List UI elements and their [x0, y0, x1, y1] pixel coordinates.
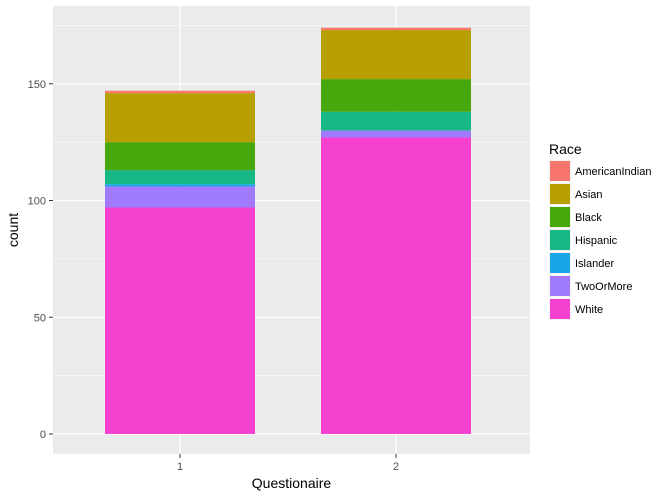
- y-axis: 0 50 100 150: [28, 79, 53, 441]
- legend-label-black: Black: [575, 212, 602, 224]
- bar-segment-americanindian-1: [105, 90, 255, 94]
- legend-label-asian: Asian: [575, 189, 603, 201]
- legend-swatch-black: [550, 207, 570, 227]
- bar-segment-black-2: [321, 79, 471, 112]
- y-tick-label: 150: [28, 79, 46, 91]
- y-axis-title: count: [5, 213, 21, 247]
- bar-segment-islander-1: [105, 184, 255, 187]
- legend-label-americanindian: AmericanIndian: [575, 166, 651, 178]
- bars: [105, 27, 471, 434]
- bar-segment-twoormore-2: [321, 130, 471, 138]
- y-tick-label: 50: [34, 312, 46, 324]
- x-tick-label: 1: [177, 461, 183, 473]
- legend-swatch-islander: [550, 253, 570, 273]
- legend-label-islander: Islander: [575, 258, 614, 270]
- bar-segment-twoormore-1: [105, 186, 255, 208]
- y-tick-label: 0: [40, 429, 46, 441]
- bar-segment-black-1: [105, 142, 255, 171]
- legend-swatch-twoormore: [550, 276, 570, 296]
- legend-label-white: White: [575, 304, 603, 316]
- x-tick-label: 2: [393, 461, 399, 473]
- bar-segment-white-2: [321, 137, 471, 434]
- legend-swatch-hispanic: [550, 230, 570, 250]
- bar-segment-white-1: [105, 207, 255, 434]
- bar-segment-americanindian-2: [321, 27, 471, 31]
- x-axis-title: Questionaire: [252, 475, 332, 491]
- legend: Race AmericanIndian Asian Black Hispanic Isl…: [549, 141, 651, 320]
- bar-segment-asian-2: [321, 30, 471, 80]
- bar-segment-hispanic-1: [105, 170, 255, 185]
- bar-segment-asian-1: [105, 93, 255, 143]
- y-tick-label: 100: [28, 196, 46, 208]
- legend-label-hispanic: Hispanic: [575, 235, 618, 247]
- legend-label-twoormore: TwoOrMore: [575, 281, 632, 293]
- legend-swatch-americanindian: [550, 161, 570, 181]
- legend-swatch-asian: [550, 184, 570, 204]
- legend-swatch-white: [550, 299, 570, 319]
- legend-title: Race: [549, 141, 582, 157]
- bar-segment-hispanic-2: [321, 111, 471, 131]
